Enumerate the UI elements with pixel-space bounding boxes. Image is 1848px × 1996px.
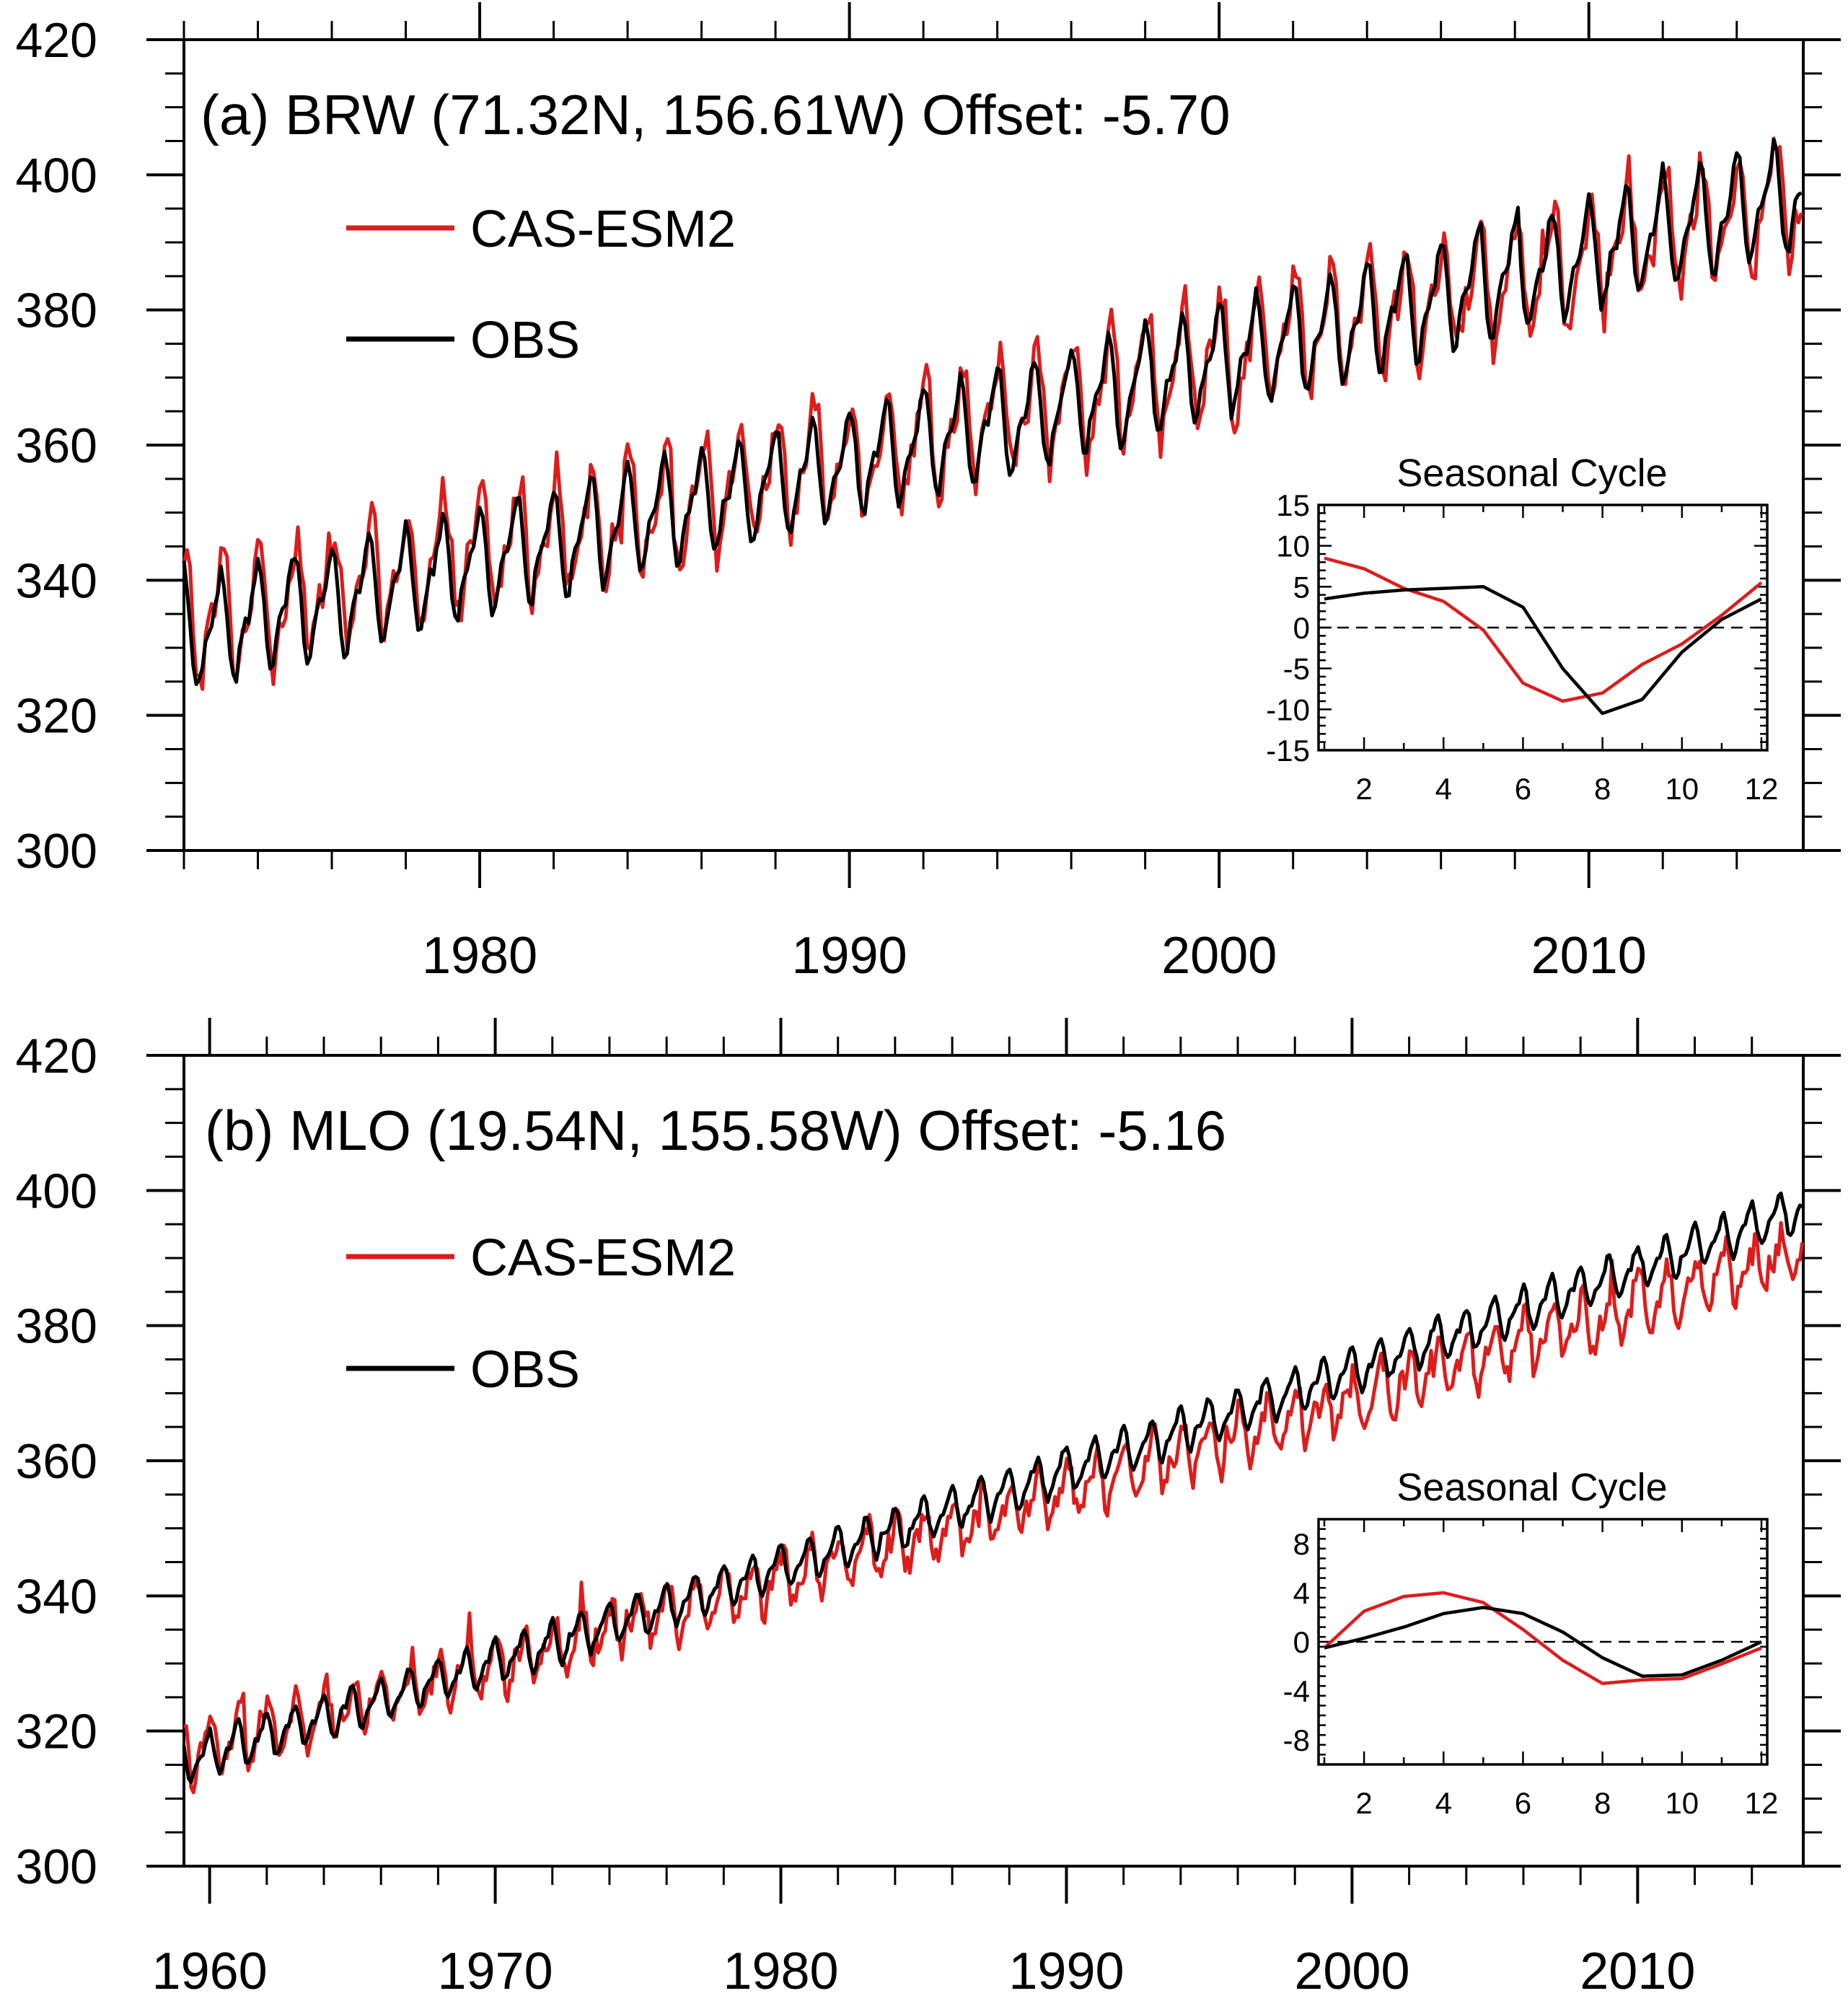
panel-a-inset-title: Seasonal Cycle [1396, 452, 1667, 495]
panel-b-inset-series [1323, 1591, 1762, 1686]
panel-b-x-axis: 1960 1970 1980 1990 2000 2010 [152, 1018, 1754, 1996]
x-tick-label: 1980 [723, 1943, 838, 1996]
panel-a-title: (a) BRW (71.32N, 156.61W) Offset: -5.70 [201, 83, 1231, 146]
y-tick-label: 380 [16, 283, 97, 338]
inset-x-tick-label: 10 [1665, 772, 1699, 806]
inset-x-tick-label: 8 [1594, 1786, 1611, 1820]
obs-series-line [182, 1191, 1803, 1784]
inset-y-tick-label: -4 [1283, 1674, 1310, 1708]
panel-a-series [182, 136, 1803, 691]
panel-b-series [182, 1191, 1805, 1795]
inset-y-tick-label: 0 [1293, 1625, 1310, 1659]
inset-x-tick-label: 2 [1355, 772, 1372, 806]
panel-b-legend: CAS-ESM2 OBS [346, 1229, 736, 1399]
inset-x-tick-label: 8 [1594, 772, 1611, 806]
inset-obs-line [1324, 1606, 1762, 1678]
y-tick-label: 420 [16, 13, 97, 68]
panel-b-legend-model-label: CAS-ESM2 [470, 1229, 736, 1287]
y-tick-label: 360 [16, 418, 97, 473]
inset-y-tick-label: -5 [1283, 652, 1310, 686]
panel-a-legend-model-label: CAS-ESM2 [470, 201, 736, 258]
x-tick-label: 1960 [152, 1943, 268, 1996]
inset-x-tick-label: 6 [1515, 1786, 1531, 1820]
x-tick-label: 2000 [1161, 927, 1277, 985]
x-tick-label: 2010 [1531, 927, 1647, 985]
obs-series-line [182, 138, 1803, 687]
inset-model-line [1324, 556, 1763, 703]
inset-y-tick-label: 0 [1293, 611, 1310, 645]
inset-x-tick-label: 4 [1435, 1786, 1452, 1820]
inset-y-tick-label: 15 [1276, 488, 1310, 522]
inset-x-tick-label: 10 [1665, 1786, 1699, 1820]
inset-obs-line [1324, 585, 1763, 716]
panel-a-legend-obs-label: OBS [470, 312, 580, 369]
y-tick-label: 420 [16, 1029, 97, 1083]
panel-a-x-axis: 1980 1990 2000 2010 [182, 2, 1738, 985]
y-tick-label: 300 [16, 1839, 97, 1894]
y-tick-label: 320 [16, 689, 97, 744]
y-tick-label: 320 [16, 1705, 97, 1759]
inset-y-tick-label: 4 [1293, 1576, 1310, 1610]
panel-b-title: (b) MLO (19.54N, 155.58W) Offset: -5.16 [205, 1099, 1226, 1162]
panel-a-legend: CAS-ESM2 OBS [346, 201, 736, 369]
x-tick-label: 1990 [792, 927, 907, 985]
inset-model-line [1323, 1591, 1762, 1686]
panel-a-inset-background [1319, 505, 1767, 750]
panel-b-inset-background [1319, 1519, 1767, 1764]
inset-x-tick-label: 12 [1745, 772, 1779, 806]
inset-y-tick-label: -15 [1266, 734, 1310, 768]
y-tick-label: 400 [16, 148, 97, 203]
y-tick-label: 300 [16, 824, 97, 879]
inset-y-tick-label: -8 [1283, 1723, 1310, 1757]
inset-x-tick-label: 4 [1435, 772, 1452, 806]
y-tick-label: 380 [16, 1299, 97, 1354]
panel-b-legend-obs-label: OBS [470, 1341, 580, 1399]
x-tick-label: 1980 [422, 927, 537, 985]
inset-y-tick-label: 8 [1293, 1527, 1310, 1561]
inset-y-tick-label: -10 [1266, 693, 1310, 726]
panel-b-inset-title: Seasonal Cycle [1396, 1466, 1667, 1509]
y-tick-label: 340 [16, 1569, 97, 1624]
panel-a-inset-series [1324, 556, 1763, 716]
panel-a-inset: Seasonal Cycle 2 4 6 8 10 12 -15 -10 -5 0 5 10 15 [1266, 452, 1778, 806]
inset-y-tick-label: 10 [1276, 529, 1310, 563]
x-tick-label: 2000 [1294, 1943, 1409, 1996]
inset-x-tick-label: 6 [1515, 772, 1531, 806]
model-series-line [183, 1221, 1805, 1795]
x-tick-label: 1970 [437, 1943, 553, 1996]
y-tick-label: 400 [16, 1164, 97, 1218]
y-tick-label: 360 [16, 1434, 97, 1489]
x-tick-label: 1990 [1008, 1943, 1124, 1996]
inset-y-tick-label: 5 [1293, 570, 1310, 604]
y-tick-label: 340 [16, 553, 97, 608]
inset-x-tick-label: 2 [1355, 1786, 1372, 1820]
inset-x-tick-label: 12 [1745, 1786, 1779, 1820]
x-tick-label: 2010 [1580, 1943, 1695, 1996]
panel-a-inset-axes: 2 4 6 8 10 12 -15 -10 -5 0 5 10 15 [1266, 488, 1778, 806]
panel-b-inset-axes: 2 4 6 8 10 12 -8 -4 0 4 8 [1283, 1518, 1779, 1820]
panel-b-inset: Seasonal Cycle 2 4 6 8 10 12 -8 -4 0 4 8 [1283, 1466, 1779, 1820]
